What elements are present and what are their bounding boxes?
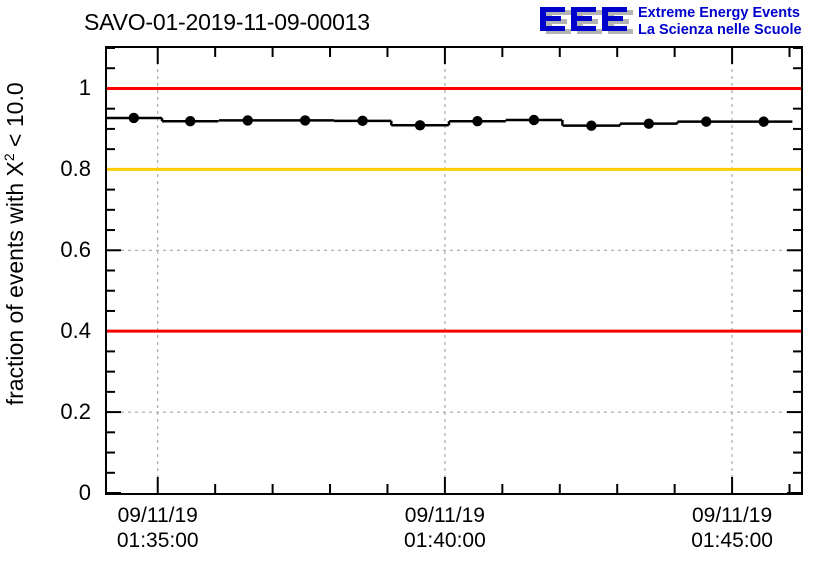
- page-title: SAVO-01-2019-11-09-00013: [84, 9, 370, 35]
- y-axis-tick-labels: 0 0.2 0.4 0.6 0.8 1: [0, 46, 99, 505]
- x-axis-tick-labels: 09/11/19 01:35:00 09/11/19 01:40:00 09/11/19…: [0, 503, 836, 563]
- x-tick-label-0-line-0: 09/11/19: [117, 504, 198, 527]
- data-marker-0-9: [643, 118, 654, 129]
- data-marker-0-1: [185, 116, 196, 127]
- eee-logo-line1: Extreme Energy Events: [638, 5, 800, 21]
- x-tick-label-1: 09/11/19 01:40:00: [404, 503, 486, 553]
- plot-area: [107, 48, 801, 493]
- y-tick-label-2: 0.4: [60, 318, 91, 344]
- data-marker-0-6: [472, 116, 483, 127]
- data-marker-0-7: [528, 114, 540, 126]
- eee-logo-text: Extreme Energy Events La Scienza nelle S…: [638, 5, 802, 39]
- chart-graphics: [107, 48, 801, 493]
- plot-frame: [105, 46, 803, 495]
- y-tick-label-1: 0.2: [60, 399, 91, 425]
- eee-logo-line2: La Scienza nelle Scuole: [638, 22, 802, 38]
- y-tick-label-3: 0.6: [60, 237, 91, 263]
- data-marker-0-8: [586, 120, 597, 131]
- x-tick-label-2: 09/11/19 01:45:00: [691, 503, 773, 553]
- x-tick-label-2-line-1: 01:45:00: [691, 529, 773, 552]
- data-marker-0-2: [242, 115, 253, 126]
- eee-logo: Extreme Energy Events La Scienza nelle S…: [538, 4, 832, 44]
- eee-logo-icon: [538, 6, 634, 40]
- y-tick-label-5: 1: [78, 75, 91, 101]
- data-marker-0-0: [128, 112, 140, 124]
- x-tick-label-0-line-1: 01:35:00: [116, 529, 199, 552]
- y-tick-label-4: 0.8: [60, 156, 91, 182]
- data-marker-0-10: [701, 116, 712, 127]
- data-marker-0-5: [414, 120, 426, 131]
- x-tick-label-1-line-1: 01:40:00: [404, 529, 486, 552]
- data-marker-0-11: [758, 116, 769, 127]
- x-tick-label-1-line-0: 09/11/19: [404, 504, 485, 527]
- x-tick-label-2-line-0: 09/11/19: [691, 504, 773, 527]
- y-tick-label-0: 0: [78, 480, 91, 505]
- x-tick-label-0: 09/11/19 01:35:00: [117, 503, 199, 553]
- data-marker-0-3: [299, 115, 311, 126]
- data-marker-0-4: [357, 115, 368, 127]
